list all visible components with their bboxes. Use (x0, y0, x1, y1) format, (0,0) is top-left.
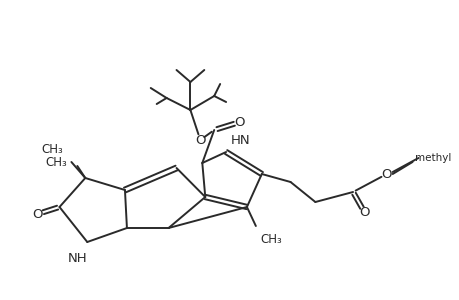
Text: O: O (234, 116, 245, 128)
Text: methyl: methyl (414, 153, 450, 163)
Text: CH₃: CH₃ (42, 143, 63, 156)
Text: CH₃: CH₃ (260, 233, 282, 246)
Text: HN: HN (230, 134, 250, 147)
Text: O: O (381, 167, 391, 181)
Text: CH₃: CH₃ (45, 157, 67, 169)
Text: NH: NH (67, 252, 87, 265)
Text: O: O (195, 134, 205, 146)
Text: O: O (359, 206, 369, 220)
Text: O: O (33, 208, 43, 220)
